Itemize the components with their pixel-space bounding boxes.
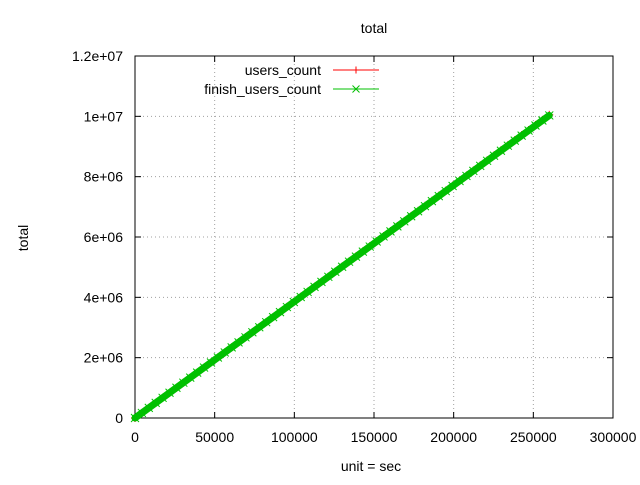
- cross-marker: [531, 121, 540, 130]
- cross-marker: [379, 232, 388, 241]
- cross-marker: [310, 282, 319, 292]
- cross-marker: [213, 353, 223, 362]
- y-tick-label: 1e+07: [84, 108, 124, 124]
- cross-marker: [406, 211, 416, 221]
- cross-marker: [468, 166, 478, 176]
- cross-marker: [496, 146, 506, 156]
- cross-marker: [538, 116, 547, 125]
- x-tick-label: 250000: [510, 429, 557, 445]
- y-tick-label: 6e+06: [84, 229, 124, 245]
- cross-marker: [165, 388, 174, 398]
- x-tick-label: 50000: [195, 429, 234, 445]
- cross-marker: [206, 358, 216, 367]
- cross-marker: [462, 171, 471, 181]
- legend-item: finish_users_count: [204, 81, 379, 97]
- cross-marker: [296, 292, 306, 302]
- x-tick-label: 300000: [590, 429, 637, 445]
- cross-marker: [420, 201, 430, 211]
- cross-marker: [503, 141, 513, 151]
- cross-marker: [455, 176, 464, 186]
- cross-marker: [289, 297, 299, 307]
- cross-marker: [365, 242, 375, 251]
- cross-marker: [323, 272, 333, 282]
- cross-marker: [254, 322, 264, 332]
- cross-marker: [227, 343, 237, 352]
- legend-label: finish_users_count: [204, 81, 321, 97]
- cross-marker: [268, 312, 278, 322]
- cross-marker: [241, 332, 250, 342]
- cross-marker: [137, 408, 147, 418]
- x-tick-label: 0: [131, 429, 139, 445]
- cross-marker: [275, 307, 285, 317]
- cross-marker: [144, 403, 154, 413]
- x-tick-label: 200000: [430, 429, 477, 445]
- cross-marker: [151, 398, 161, 408]
- cross-marker: [544, 111, 554, 120]
- legend-label: users_count: [245, 62, 321, 78]
- cross-marker: [158, 393, 167, 403]
- cross-marker: [427, 196, 437, 206]
- cross-marker: [352, 85, 360, 93]
- x-tick-label: 100000: [271, 429, 318, 445]
- cross-marker: [351, 252, 361, 261]
- cross-marker: [330, 267, 340, 277]
- cross-marker: [393, 222, 402, 231]
- cross-marker: [199, 363, 209, 372]
- cross-marker: [441, 186, 451, 196]
- cross-marker: [372, 237, 382, 246]
- cross-marker: [317, 277, 326, 287]
- cross-marker: [337, 262, 347, 272]
- cross-marker: [448, 181, 457, 191]
- cross-marker: [185, 373, 195, 383]
- cross-marker: [248, 327, 257, 337]
- cross-marker: [358, 247, 368, 256]
- cross-marker: [524, 126, 533, 135]
- cross-marker: [234, 338, 243, 347]
- cross-marker: [261, 317, 271, 327]
- y-tick-label: 0: [115, 410, 123, 426]
- cross-marker: [510, 136, 520, 145]
- legend-item: users_count: [245, 62, 379, 78]
- cross-marker: [282, 302, 292, 312]
- chart-title: total: [361, 20, 387, 36]
- cross-marker: [192, 368, 202, 377]
- cross-marker: [178, 378, 188, 388]
- cross-marker: [172, 383, 181, 393]
- cross-marker: [220, 348, 230, 357]
- y-tick-label: 8e+06: [84, 169, 124, 185]
- x-axis-label: unit = sec: [341, 458, 401, 474]
- cross-marker: [344, 257, 354, 267]
- cross-marker: [386, 227, 395, 236]
- cross-marker: [413, 206, 423, 216]
- cross-marker: [434, 191, 444, 201]
- cross-marker: [475, 161, 485, 171]
- cross-marker: [482, 156, 492, 166]
- y-axis-label: total: [15, 225, 31, 251]
- x-tick-label: 150000: [351, 429, 398, 445]
- cross-marker: [303, 287, 312, 297]
- cross-marker: [517, 131, 527, 140]
- y-tick-label: 2e+06: [84, 350, 124, 366]
- cross-marker: [489, 151, 499, 161]
- y-tick-label: 4e+06: [84, 289, 124, 305]
- cross-marker: [399, 216, 409, 226]
- y-tick-label: 1.2e+07: [72, 48, 123, 64]
- series-finish-users-count: [130, 111, 554, 423]
- cross-marker: [130, 413, 140, 423]
